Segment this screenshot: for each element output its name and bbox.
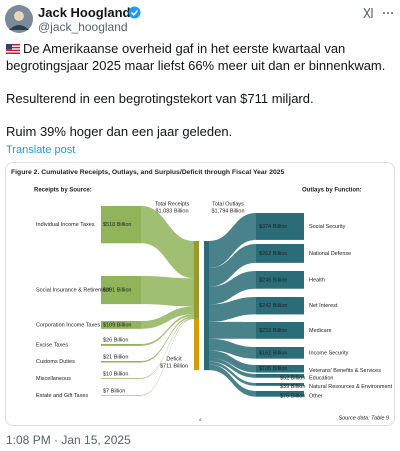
- outlay-node: [256, 365, 304, 373]
- receipt-node: [101, 395, 141, 396]
- page-number: 4: [199, 417, 202, 422]
- receipt-label: Individual Income Taxes: [36, 222, 95, 228]
- deficit-bar: [194, 318, 199, 371]
- figure-title: Figure 2. Cumulative Receipts, Outlays, …: [11, 169, 285, 176]
- outlay-value: $105 Billion: [259, 366, 287, 372]
- outlay-value: $39 Billion: [280, 384, 305, 390]
- receipt-label: Social Insurance & Retirement: [36, 288, 111, 294]
- receipt-label: Customs Duties: [36, 359, 75, 365]
- outlay-node: [256, 347, 304, 359]
- receipt-node: [101, 321, 141, 329]
- outlay-node: [256, 244, 304, 263]
- receipt-flow: [141, 316, 194, 363]
- receipt-value: $518 Billion: [103, 222, 131, 228]
- outlay-flow: [209, 357, 256, 378]
- outlay-label: Other: [309, 393, 323, 399]
- timestamp[interactable]: 1:08 PM · Jan 15, 2025: [6, 433, 131, 447]
- outlay-label: Net Interest: [309, 303, 338, 309]
- outlays-heading: Outlays by Function:: [302, 188, 362, 194]
- outlay-flow: [209, 213, 256, 268]
- outlay-node: [256, 322, 304, 339]
- outlay-flow: [209, 338, 256, 359]
- total-receipts-value: $1,083 Billion: [155, 208, 188, 214]
- total-outlays-label: Total Outlays: [212, 201, 244, 207]
- outlay-flow: [209, 271, 256, 305]
- outlay-node: [256, 374, 304, 378]
- outlay-label: Health: [309, 277, 325, 283]
- header-icons[interactable]: [362, 6, 396, 20]
- author-handle[interactable]: @jack_hoogland: [38, 20, 128, 34]
- post-body: De Amerikaanse overheid gaf in het eerst…: [6, 40, 391, 156]
- outlay-flow: [209, 361, 256, 386]
- verified-badge: [128, 6, 141, 19]
- outlay-value: $374 Billion: [259, 224, 287, 230]
- total-outlays-value: $1,794 Billion: [211, 208, 244, 214]
- total-receipts-bar: [194, 241, 199, 319]
- receipt-flow: [141, 306, 194, 329]
- receipt-label: Estate and Gift Taxes: [36, 393, 88, 399]
- source-note: Source data: Table 9: [338, 415, 389, 421]
- receipt-node: [101, 344, 141, 346]
- receipt-value: $391 Billion: [103, 288, 131, 294]
- outlay-flow: [209, 321, 256, 339]
- receipt-node: [101, 206, 141, 244]
- paragraph: Resulterend in een begrotingstekort van …: [6, 91, 314, 106]
- outlay-flow: [209, 244, 256, 287]
- author-name[interactable]: Jack Hoogland: [38, 5, 131, 20]
- outlay-flow: [209, 364, 256, 397]
- receipt-flow: [141, 206, 194, 279]
- receipt-value: $109 Billion: [103, 322, 131, 328]
- receipt-label: Excise Taxes: [36, 342, 68, 348]
- outlay-node: [256, 297, 304, 315]
- receipt-value: $21 Billion: [103, 354, 128, 360]
- receipt-node: [101, 276, 141, 305]
- outlay-flow: [209, 297, 256, 322]
- figure[interactable]: Figure 2. Cumulative Receipts, Outlays, …: [5, 162, 395, 426]
- outlay-label: Income Security: [309, 350, 349, 356]
- outlay-node: [256, 213, 304, 240]
- receipts-heading: Receipts by Source:: [34, 188, 92, 194]
- paragraph: Ruim 39% hoger dan een jaar geleden.: [6, 124, 233, 139]
- outlay-label: Medicare: [309, 328, 332, 334]
- receipt-flow: [141, 318, 194, 396]
- receipt-node: [101, 378, 141, 379]
- outlay-node: [256, 271, 304, 289]
- outlay-value: $79 Billion: [280, 393, 305, 399]
- outlay-value: $262 Billion: [259, 251, 287, 257]
- receipt-value: $26 Billion: [103, 337, 128, 343]
- outlay-label: Social Security: [309, 224, 346, 230]
- deficit-label: Deficit: [166, 356, 182, 362]
- outlay-label: National Defense: [309, 251, 351, 257]
- avatar[interactable]: [4, 4, 34, 34]
- flag: [6, 44, 20, 54]
- receipt-value: $10 Billion: [103, 371, 128, 377]
- outlay-value: $233 Billion: [259, 328, 287, 334]
- outlay-value: $162 Billion: [259, 350, 287, 356]
- paragraph-text: De Amerikaanse overheid gaf in het eerst…: [6, 41, 386, 73]
- total-receipts-label: Total Receipts: [155, 201, 190, 207]
- outlay-flow: [209, 350, 256, 373]
- outlay-label: Natural Resources & Environment: [309, 384, 393, 390]
- outlay-node: [256, 391, 304, 397]
- translate-link[interactable]: Translate post: [6, 144, 76, 156]
- total-outlays-bar: [204, 241, 209, 371]
- receipt-label: Miscellaneous: [36, 376, 71, 382]
- receipt-flow: [141, 317, 194, 379]
- outlay-value: $246 Billion: [259, 277, 287, 283]
- outlay-value: $52 Billion: [280, 375, 305, 381]
- receipt-flow: [141, 276, 194, 307]
- outlay-value: $242 Billion: [259, 303, 287, 309]
- receipt-label: Corporation Income Taxes: [36, 322, 100, 328]
- paragraph: De Amerikaanse overheid gaf in het eerst…: [6, 40, 391, 74]
- receipt-value: $7 Billion: [103, 388, 125, 394]
- outlay-node: [256, 383, 304, 386]
- receipt-node: [101, 361, 141, 363]
- outlay-label: Education: [309, 375, 333, 381]
- deficit-value: $711 Billion: [160, 363, 188, 369]
- outlay-label: Veterans' Benefits & Services: [309, 368, 381, 374]
- receipt-flow: [141, 314, 194, 346]
